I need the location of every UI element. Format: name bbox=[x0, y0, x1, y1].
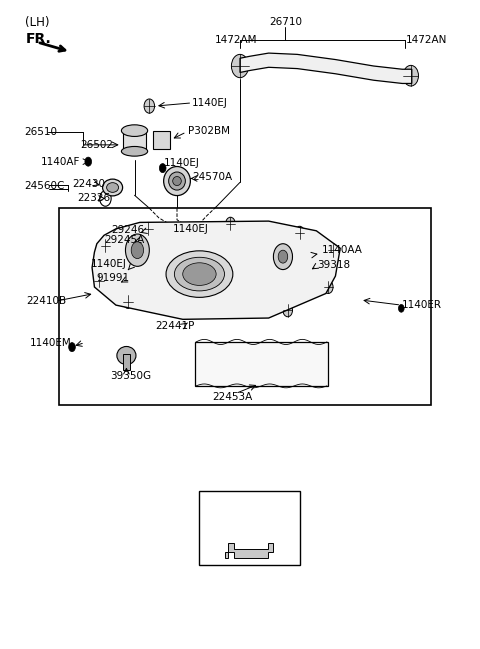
Text: 1140AF: 1140AF bbox=[40, 156, 80, 167]
Circle shape bbox=[283, 304, 292, 317]
Ellipse shape bbox=[164, 167, 191, 195]
Circle shape bbox=[95, 274, 104, 287]
Text: 39350G: 39350G bbox=[110, 371, 151, 381]
Text: (LH): (LH) bbox=[25, 16, 50, 29]
Bar bbox=[123, 354, 130, 370]
Ellipse shape bbox=[121, 125, 148, 136]
Circle shape bbox=[144, 223, 153, 236]
Text: 24570A: 24570A bbox=[192, 172, 232, 182]
Text: 29246: 29246 bbox=[111, 225, 144, 235]
Text: 1472AN: 1472AN bbox=[406, 35, 447, 45]
Text: 24560C: 24560C bbox=[24, 181, 65, 191]
Text: 29245A: 29245A bbox=[105, 236, 144, 245]
Circle shape bbox=[131, 242, 144, 258]
Circle shape bbox=[231, 55, 249, 78]
Polygon shape bbox=[240, 53, 412, 84]
Bar bbox=[195, 342, 328, 386]
Circle shape bbox=[398, 304, 404, 312]
Ellipse shape bbox=[174, 257, 225, 291]
Ellipse shape bbox=[103, 179, 122, 196]
Text: 26710: 26710 bbox=[269, 17, 302, 27]
Circle shape bbox=[169, 228, 175, 236]
Bar bbox=[123, 132, 146, 151]
Circle shape bbox=[295, 227, 304, 239]
Polygon shape bbox=[92, 221, 340, 319]
Text: P302BM: P302BM bbox=[188, 126, 229, 136]
Text: 1140ER: 1140ER bbox=[402, 300, 442, 310]
Text: 22410B: 22410B bbox=[26, 296, 66, 306]
Ellipse shape bbox=[183, 263, 216, 286]
Text: 1140EJ: 1140EJ bbox=[164, 158, 200, 168]
Circle shape bbox=[69, 343, 75, 352]
Ellipse shape bbox=[117, 347, 136, 365]
Text: 22441P: 22441P bbox=[155, 321, 194, 332]
Circle shape bbox=[226, 217, 235, 230]
Text: 1140AA: 1140AA bbox=[322, 245, 363, 255]
Text: 1472AM: 1472AM bbox=[215, 35, 258, 45]
Bar bbox=[199, 491, 300, 565]
Text: FR.: FR. bbox=[25, 32, 51, 46]
Text: 22326: 22326 bbox=[78, 193, 111, 204]
Ellipse shape bbox=[107, 182, 119, 192]
Circle shape bbox=[125, 234, 149, 266]
Bar bbox=[153, 130, 170, 149]
Ellipse shape bbox=[168, 172, 185, 190]
Text: 91191F: 91191F bbox=[214, 495, 253, 506]
Text: 39318: 39318 bbox=[317, 260, 350, 270]
Circle shape bbox=[318, 249, 324, 257]
Text: 22430: 22430 bbox=[72, 178, 105, 189]
Text: 1140EM: 1140EM bbox=[30, 337, 72, 348]
Text: 1140EJ: 1140EJ bbox=[173, 224, 209, 234]
Circle shape bbox=[123, 295, 132, 308]
Circle shape bbox=[278, 250, 288, 263]
Circle shape bbox=[101, 239, 110, 252]
Circle shape bbox=[159, 164, 166, 173]
Bar bbox=[59, 208, 431, 405]
Text: 22453A: 22453A bbox=[212, 392, 252, 402]
Text: 26502: 26502 bbox=[80, 140, 113, 150]
Text: 1140EJ: 1140EJ bbox=[192, 98, 228, 108]
Circle shape bbox=[144, 99, 155, 113]
Polygon shape bbox=[225, 543, 274, 558]
Circle shape bbox=[324, 280, 333, 293]
Circle shape bbox=[274, 244, 292, 269]
Text: 91991: 91991 bbox=[97, 273, 130, 283]
Circle shape bbox=[403, 66, 419, 86]
Ellipse shape bbox=[173, 177, 181, 186]
Text: 26510: 26510 bbox=[24, 127, 57, 137]
Text: 1140EJ: 1140EJ bbox=[91, 260, 127, 269]
Circle shape bbox=[122, 269, 128, 276]
Circle shape bbox=[328, 244, 338, 256]
Ellipse shape bbox=[121, 147, 148, 156]
Circle shape bbox=[85, 157, 92, 166]
Ellipse shape bbox=[166, 251, 233, 297]
Circle shape bbox=[137, 229, 143, 237]
